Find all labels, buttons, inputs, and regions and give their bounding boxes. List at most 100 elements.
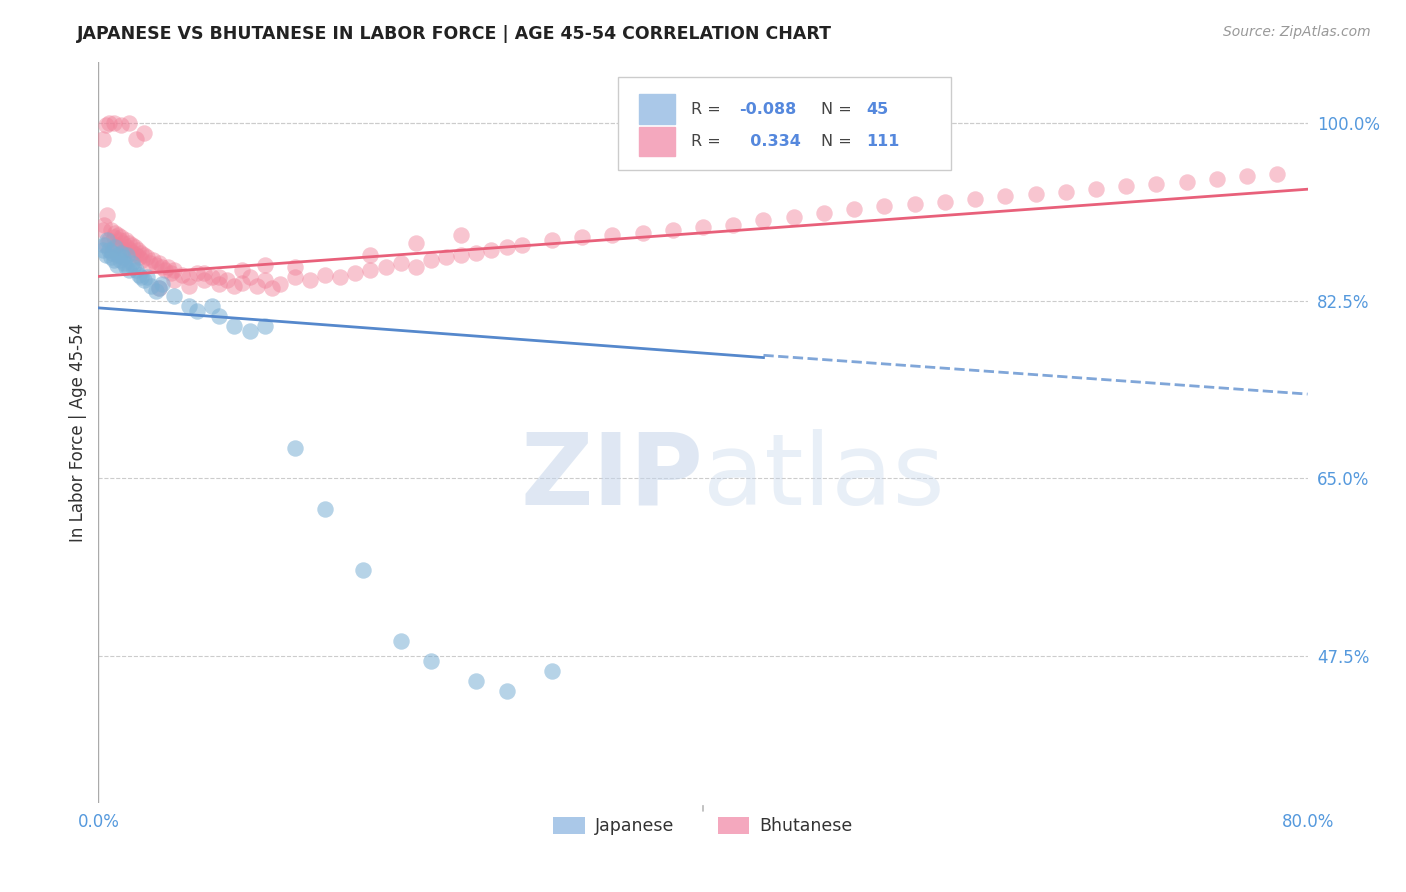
Point — [224, 319, 246, 334]
Point — [142, 253, 165, 268]
Point — [115, 240, 138, 254]
Point — [96, 233, 118, 247]
Point — [103, 253, 125, 268]
Point — [121, 256, 143, 270]
Point — [193, 266, 215, 280]
Point — [91, 223, 114, 237]
Point — [139, 256, 162, 270]
Point — [125, 263, 148, 277]
Point — [160, 266, 183, 280]
Point — [284, 270, 307, 285]
Point — [1144, 177, 1167, 191]
Point — [360, 263, 382, 277]
Point — [179, 278, 201, 293]
Point — [1267, 167, 1289, 181]
Text: 0.334: 0.334 — [740, 134, 801, 149]
Point — [101, 246, 124, 260]
Point — [434, 250, 457, 264]
Point — [284, 441, 307, 455]
FancyBboxPatch shape — [619, 78, 950, 169]
Point — [121, 238, 143, 252]
Point — [389, 633, 412, 648]
Point — [239, 324, 262, 338]
Point — [224, 278, 246, 293]
Point — [495, 240, 517, 254]
Point — [186, 266, 208, 280]
Text: N =: N = — [821, 134, 858, 149]
Text: Source: ZipAtlas.com: Source: ZipAtlas.com — [1223, 25, 1371, 39]
Point — [114, 233, 136, 247]
Point — [132, 248, 155, 262]
Point — [118, 263, 141, 277]
Point — [91, 131, 114, 145]
Point — [148, 256, 170, 270]
Point — [1115, 179, 1137, 194]
Point — [114, 260, 136, 275]
Point — [1175, 175, 1198, 189]
Point — [374, 260, 396, 275]
Point — [201, 270, 224, 285]
Point — [91, 243, 114, 257]
Point — [481, 243, 503, 257]
Point — [145, 284, 167, 298]
Point — [844, 202, 866, 217]
Point — [135, 270, 157, 285]
Point — [602, 227, 624, 242]
Point — [115, 248, 138, 262]
Point — [284, 260, 307, 275]
Y-axis label: In Labor Force | Age 45-54: In Labor Force | Age 45-54 — [69, 323, 87, 542]
Point — [148, 280, 170, 294]
Text: N =: N = — [821, 102, 858, 117]
Bar — [638, 127, 675, 156]
Text: 45: 45 — [866, 102, 889, 117]
Point — [105, 258, 128, 272]
Point — [129, 270, 152, 285]
Point — [783, 210, 806, 224]
Point — [94, 248, 117, 262]
Point — [135, 250, 157, 264]
Point — [103, 116, 125, 130]
Point — [314, 501, 336, 516]
Legend: Japanese, Bhutanese: Japanese, Bhutanese — [547, 810, 859, 842]
Point — [103, 230, 125, 244]
Text: R =: R = — [690, 134, 725, 149]
Point — [132, 127, 155, 141]
Point — [111, 235, 134, 250]
Point — [208, 277, 231, 291]
Point — [329, 270, 352, 285]
Point — [450, 227, 472, 242]
Point — [231, 276, 253, 290]
Point — [170, 268, 193, 283]
Point — [299, 273, 322, 287]
Point — [352, 562, 374, 576]
Point — [124, 240, 146, 254]
Point — [131, 253, 153, 268]
Point — [104, 226, 127, 240]
Point — [96, 208, 118, 222]
Point — [153, 263, 176, 277]
Point — [420, 253, 443, 268]
Point — [360, 248, 382, 262]
Point — [1085, 182, 1108, 196]
Point — [111, 250, 134, 264]
Point — [571, 230, 593, 244]
Point — [873, 199, 896, 213]
Point — [98, 233, 121, 247]
Point — [495, 684, 517, 698]
Point — [661, 223, 683, 237]
Point — [112, 256, 135, 270]
Point — [389, 256, 412, 270]
Point — [108, 233, 131, 247]
Point — [510, 238, 533, 252]
Point — [125, 248, 148, 262]
Point — [420, 654, 443, 668]
Point — [93, 238, 115, 252]
Point — [179, 299, 201, 313]
Point — [965, 192, 987, 206]
Point — [163, 289, 186, 303]
Point — [110, 230, 132, 244]
Point — [101, 243, 124, 257]
Point — [93, 218, 115, 232]
Point — [156, 260, 179, 275]
Point — [128, 250, 150, 264]
